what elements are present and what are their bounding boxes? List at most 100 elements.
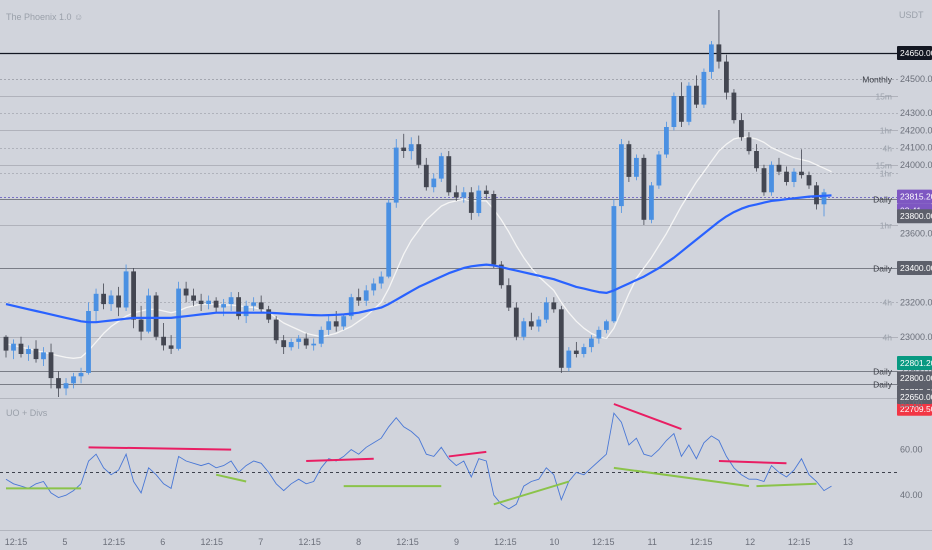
candle-body <box>776 164 782 172</box>
time-tick-label: 7 <box>258 537 263 547</box>
bearish-divergence-line <box>306 457 374 462</box>
level-label: 1hr <box>880 169 892 179</box>
candle-body <box>626 144 632 177</box>
candle-body <box>153 295 159 337</box>
candle-body <box>573 350 579 354</box>
oscillator-line <box>5 412 832 510</box>
price-badge-text: 22800.00 <box>900 373 932 383</box>
candle-body <box>198 300 204 305</box>
level-label: Daily <box>873 367 893 377</box>
candle-body <box>386 202 392 277</box>
candle-body <box>401 147 407 151</box>
candle-body <box>611 206 617 322</box>
time-tick-label: 9 <box>454 537 459 547</box>
price-badge <box>897 356 932 370</box>
bearish-divergence-line <box>88 446 232 451</box>
time-tick-label: 12:15 <box>201 537 224 547</box>
candle-body <box>138 319 144 332</box>
candle-body <box>41 352 46 360</box>
candle-body <box>769 164 774 193</box>
time-tick-label: 12:15 <box>690 537 713 547</box>
candle-body <box>731 92 737 121</box>
candle-body <box>536 319 542 327</box>
candle-body <box>326 321 332 330</box>
bearish-divergence-line <box>718 460 787 465</box>
time-tick-label: 10 <box>549 537 559 547</box>
level-label: Daily <box>873 264 893 274</box>
candle-body <box>791 171 797 182</box>
candle-body <box>56 378 61 389</box>
candle-body <box>363 290 369 301</box>
candle-body <box>476 190 482 213</box>
candle-body <box>131 271 136 320</box>
price-tick-label: 23000.00 <box>900 332 932 342</box>
candle-body <box>296 338 302 342</box>
candle-body <box>634 157 639 177</box>
candle-body <box>348 297 354 317</box>
candle-body <box>221 304 226 308</box>
candle-body <box>649 185 654 220</box>
candle-body <box>18 343 24 354</box>
candle-body <box>604 321 609 330</box>
slow-ma-line <box>5 194 832 324</box>
candle-body <box>93 293 99 311</box>
candle-body <box>303 338 309 346</box>
level-label: 1hr <box>880 221 892 231</box>
candle-body <box>213 300 219 308</box>
candle-body <box>116 295 121 308</box>
candle-body <box>86 311 91 373</box>
time-tick-label: 12:15 <box>103 537 126 547</box>
candle-body <box>183 288 189 296</box>
price-badge <box>897 390 932 404</box>
bullish-divergence-line <box>613 466 750 488</box>
candle-body <box>416 144 422 165</box>
candle-body <box>619 144 624 207</box>
time-tick-label: 8 <box>356 537 361 547</box>
time-tick-label: 5 <box>62 537 67 547</box>
candle-body <box>581 347 587 354</box>
price-badge <box>897 401 932 416</box>
candle-body <box>664 127 669 155</box>
candle-body <box>558 309 564 368</box>
candle-body <box>701 71 707 105</box>
price-badge <box>897 371 932 386</box>
candle-body <box>806 175 812 186</box>
candle-body <box>333 321 339 327</box>
candle-body <box>408 144 414 152</box>
level-label: 4h <box>883 298 893 308</box>
candle-body <box>266 309 272 320</box>
candle-body <box>251 302 256 306</box>
candle-body <box>461 192 467 198</box>
candle-body <box>48 352 54 379</box>
level-label: Daily <box>873 195 893 205</box>
level-label: 15m <box>875 161 892 171</box>
candle-body <box>33 348 39 360</box>
price-tick-label: 24100.00 <box>900 143 932 153</box>
candle-body <box>596 329 602 339</box>
price-badge <box>897 189 932 204</box>
bullish-divergence-line <box>756 482 817 488</box>
time-tick-label: 11 <box>648 537 657 547</box>
candle-body <box>243 305 249 317</box>
candle-body <box>146 295 151 332</box>
candle-body <box>641 157 647 220</box>
candle-body <box>821 192 827 205</box>
candle-body <box>761 168 767 193</box>
candle-body <box>273 319 279 341</box>
candle-body <box>746 137 752 152</box>
bullish-divergence-line <box>215 473 247 483</box>
indicator-title: The Phoenix 1.0 ☺ <box>6 12 83 22</box>
candle-body <box>191 295 196 301</box>
level-label: 4h <box>883 144 893 154</box>
candle-body <box>123 271 129 308</box>
time-tick-label: 6 <box>160 537 165 547</box>
candle-body <box>258 302 264 310</box>
candle-body <box>754 151 759 169</box>
price-badge-text: 23400.00 <box>900 263 932 273</box>
price-tick-label: 24300.00 <box>900 108 932 118</box>
candle-body <box>228 297 234 305</box>
price-badge-text: 23800.00 <box>900 211 932 221</box>
time-tick-label: 12:15 <box>396 537 419 547</box>
